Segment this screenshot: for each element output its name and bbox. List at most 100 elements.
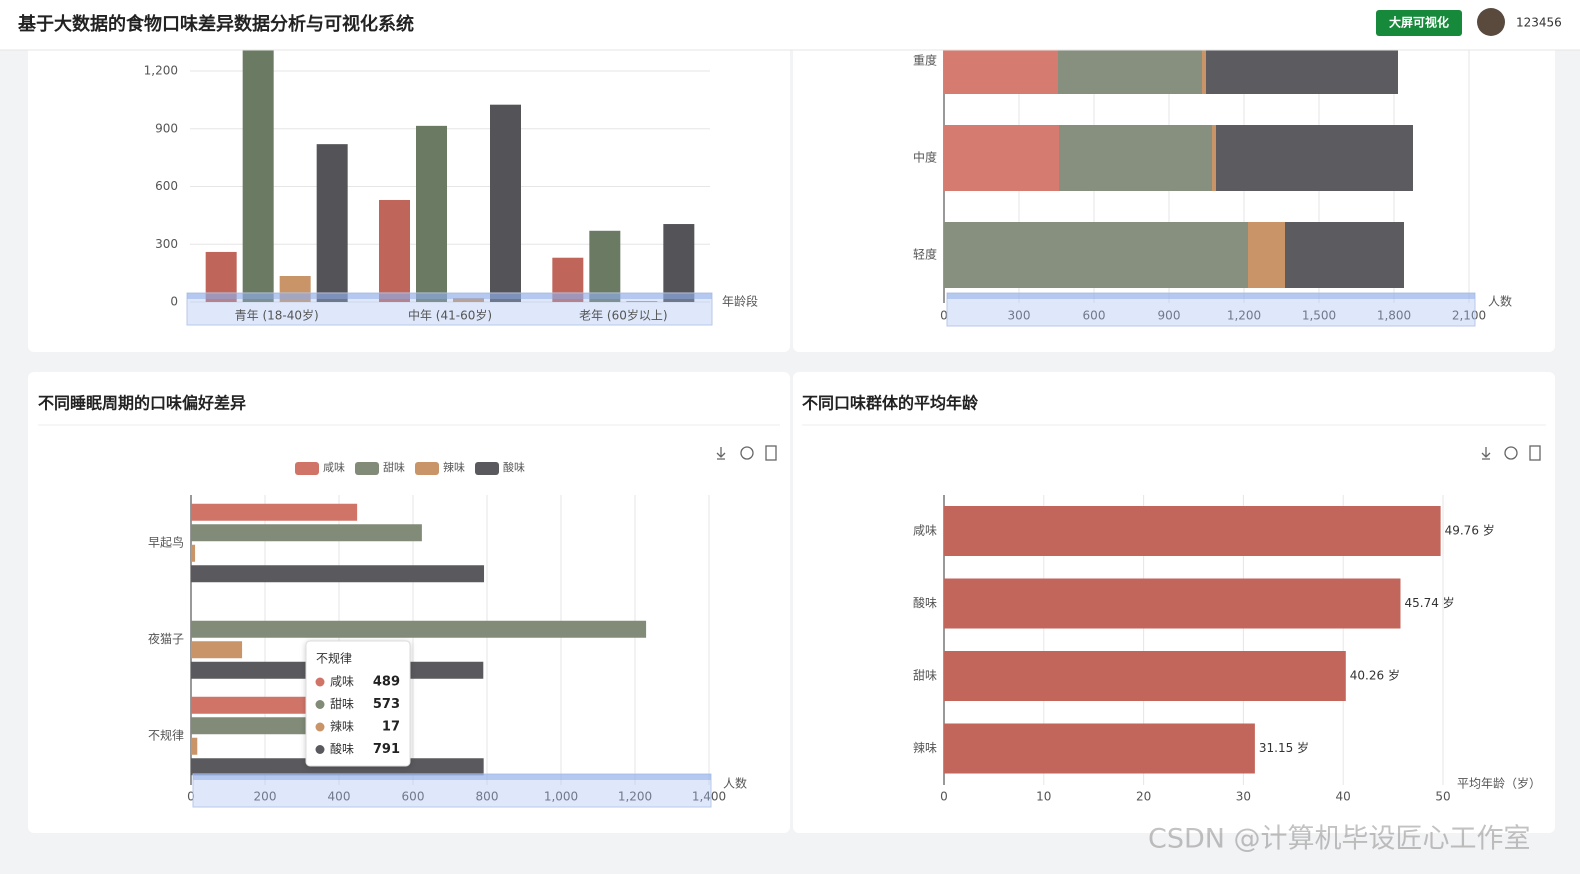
bar-segment (1202, 28, 1206, 94)
bar-segment (1285, 222, 1404, 288)
bar (490, 104, 521, 302)
tooltip-marker (315, 745, 325, 754)
bar (626, 301, 658, 302)
bar-segment (1216, 125, 1413, 191)
tooltip-series: 辣味 (330, 720, 354, 734)
x-tick-label: 1,500 (1302, 309, 1336, 323)
header-bar (0, 0, 1580, 50)
watermark: CSDN @计算机毕设匠心工作室 (1148, 824, 1531, 855)
bar (944, 723, 1255, 774)
x-tick-label: 1,200 (618, 790, 652, 804)
x-tick-label: 200 (254, 790, 277, 804)
tooltip-marker (315, 722, 325, 732)
bar (191, 758, 484, 776)
x-tick-label: 900 (1158, 309, 1181, 323)
refresh-icon[interactable] (1504, 446, 1518, 460)
bar-segment (1248, 222, 1285, 288)
data-zoom-handle (193, 774, 711, 780)
value-label: 49.76 岁 (1445, 523, 1495, 538)
y-tick-label: 900 (155, 121, 178, 135)
tooltip-marker (315, 700, 325, 709)
data-view-icon[interactable] (1529, 445, 1541, 461)
download-icon[interactable] (1481, 447, 1491, 460)
y-tick-label: 酸味 (913, 595, 937, 610)
bar (191, 641, 243, 659)
y-tick-label: 600 (155, 179, 178, 193)
x-axis-name: 平均年龄（岁） (1457, 776, 1541, 791)
x-tick-label: 2,100 (1452, 309, 1486, 323)
x-tick-label: 20 (1136, 790, 1151, 804)
bar (191, 565, 485, 583)
x-tick-label: 0 (187, 790, 195, 804)
tooltip-title: 不规律 (316, 651, 352, 666)
x-tick-label: 30 (1236, 790, 1251, 804)
x-tick-label: 0 (940, 309, 948, 323)
x-axis-name: 人数 (1488, 294, 1512, 309)
y-tick-label: 甜味 (913, 669, 937, 683)
bar-segment (1059, 125, 1212, 191)
y-tick-label: 1,200 (144, 64, 178, 78)
x-tick-label: 0 (940, 790, 948, 804)
header: 基于大数据的食物口味差异数据分析与可视化系统 大屏可视化 123456 (0, 0, 1580, 51)
legend-label: 甜味 (383, 461, 405, 474)
y-tick-label: 早起鸟 (148, 535, 184, 550)
y-tick-label: 辣味 (913, 741, 937, 755)
bigscreen-button[interactable] (1376, 10, 1462, 36)
tooltip-marker (315, 677, 325, 687)
tooltip-series: 甜味 (330, 697, 354, 711)
y-tick-label: 不规律 (148, 728, 184, 743)
x-tick-label: 1,800 (1377, 309, 1411, 323)
bar-segment (944, 125, 1059, 191)
bar (944, 578, 1401, 629)
tooltip-value: 17 (382, 720, 400, 735)
y-tick-label: 300 (155, 237, 178, 251)
x-tick-label: 青年 (18-40岁) (235, 308, 319, 323)
x-tick-label: 老年 (60岁以上) (579, 308, 667, 323)
chart-title: 不同睡眠周期的口味偏好差异 (38, 394, 246, 413)
legend-label: 酸味 (503, 460, 525, 474)
bar (191, 737, 198, 755)
y-tick-label: 0 (170, 295, 178, 309)
bar (663, 224, 695, 302)
x-tick-label: 50 (1435, 790, 1450, 804)
x-tick-label: 600 (1083, 309, 1106, 323)
legend-label: 辣味 (443, 460, 465, 474)
x-tick-label: 10 (1036, 790, 1051, 804)
button-label[interactable]: 大屏可视化 (1389, 15, 1449, 30)
data-view-icon[interactable] (765, 445, 777, 461)
y-tick-label: 重度 (913, 53, 937, 68)
bar (242, 36, 274, 302)
x-tick-label: 中年 (41-60岁) (408, 308, 492, 323)
username[interactable]: 123456 (1516, 16, 1562, 30)
x-axis-name: 人数 (723, 776, 747, 791)
x-axis-name: 年龄段 (722, 294, 758, 309)
app-title: 基于大数据的食物口味差异数据分析与可视化系统 (17, 13, 414, 35)
legend-swatch (475, 462, 499, 475)
refresh-icon[interactable] (740, 446, 754, 460)
download-icon[interactable] (716, 447, 726, 460)
bar (379, 199, 410, 302)
y-tick-label: 夜猫子 (148, 631, 184, 646)
legend-swatch (415, 462, 439, 475)
x-tick-label: 1,400 (692, 790, 726, 804)
x-tick-label: 1,200 (1227, 309, 1261, 323)
tooltip-value: 489 (373, 675, 400, 690)
tooltip (305, 640, 411, 767)
value-label: 40.26 岁 (1350, 668, 1400, 683)
tooltip-series: 酸味 (330, 741, 354, 756)
bar (944, 506, 1441, 556)
legend-label: 咸味 (323, 461, 345, 474)
bar (316, 144, 348, 302)
legend-swatch (355, 462, 379, 475)
x-tick-label: 600 (402, 790, 425, 804)
x-tick-label: 1,000 (544, 790, 578, 804)
bar-segment (1212, 125, 1216, 191)
data-zoom-handle (187, 293, 712, 299)
value-label: 31.15 岁 (1259, 740, 1309, 755)
bar (191, 524, 422, 542)
bar (191, 620, 647, 638)
bar (191, 503, 358, 521)
bar (453, 298, 484, 302)
avatar[interactable] (1477, 8, 1505, 36)
